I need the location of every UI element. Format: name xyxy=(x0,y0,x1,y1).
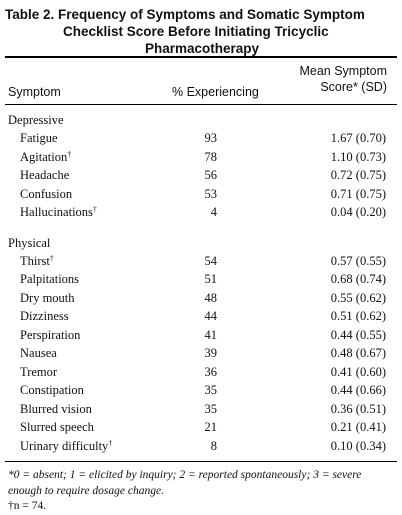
table-row: Hallucinations† 4 0.04 (0.20) xyxy=(5,203,397,222)
percent-cell: 51 xyxy=(204,272,218,286)
score-cell: 0.36 (0.51) xyxy=(330,401,386,416)
score-cell: 0.71 (0.75) xyxy=(330,186,386,201)
symptom-cell: Slurred speech xyxy=(20,420,94,434)
symptom-cell: Tremor xyxy=(20,364,58,379)
percent-cell: 35 xyxy=(204,401,218,416)
percent-cell: 44 xyxy=(204,309,218,323)
percent-cell: 78 xyxy=(204,149,218,164)
table-row: Nausea 39 0.48 (0.67) xyxy=(5,344,397,363)
percent-cell: 21 xyxy=(204,420,218,434)
symptom-cell: Nausea xyxy=(20,346,57,360)
table-title: Table 2. Frequency of Symptoms and Somat… xyxy=(5,0,397,56)
score-cell: 0.44 (0.66) xyxy=(330,383,386,397)
score-cell: 0.68 (0.74) xyxy=(330,272,386,286)
group-depressive: Depressive Fatigue 93 1.67 (0.70) Agitatio… xyxy=(5,111,397,222)
symptom-cell: Palpitations xyxy=(20,272,80,286)
score-cell: 1.67 (0.70) xyxy=(330,131,386,145)
table-row: Dizziness 44 0.51 (0.62) xyxy=(5,307,397,326)
column-header-percent: % Experiencing xyxy=(172,85,259,99)
percent-cell: 35 xyxy=(204,383,218,397)
footnotes: *0 = absent; 1 = elicited by inquiry; 2 … xyxy=(5,462,397,515)
percent-cell: 39 xyxy=(204,346,218,360)
percent-cell: 8 xyxy=(210,438,217,453)
header-rule xyxy=(5,104,397,105)
table-row: Constipation 35 0.44 (0.66) xyxy=(5,381,397,400)
score-cell: 0.51 (0.62) xyxy=(330,309,386,323)
group-spacer xyxy=(5,222,397,234)
table-row: Confusion 53 0.71 (0.75) xyxy=(5,185,397,204)
group-physical: Physical Thirst† 54 0.57 (0.55) Palpitatio… xyxy=(5,234,397,456)
percent-cell: 48 xyxy=(204,290,218,305)
column-header-mean-line-1: Mean Symptom xyxy=(299,64,387,78)
table-row: Slurred speech 21 0.21 (0.41) xyxy=(5,418,397,437)
percent-cell: 41 xyxy=(204,327,218,342)
symptom-cell: Constipation xyxy=(20,383,84,397)
score-cell: 0.48 (0.67) xyxy=(330,346,386,360)
score-cell: 0.21 (0.41) xyxy=(330,420,386,434)
score-cell: 1.10 (0.73) xyxy=(330,149,386,164)
percent-cell: 56 xyxy=(204,168,218,182)
footnote-star: *0 = absent; 1 = elicited by inquiry; 2 … xyxy=(8,469,362,497)
table-row: Dry mouth 48 0.55 (0.62) xyxy=(5,289,397,308)
symptom-cell: Dizziness xyxy=(20,309,69,323)
score-cell: 0.57 (0.55) xyxy=(330,253,386,268)
score-cell: 0.04 (0.20) xyxy=(330,205,386,219)
symptom-cell: Blurred vision xyxy=(20,401,92,416)
percent-cell: 93 xyxy=(204,131,218,145)
symptom-cell: Dry mouth xyxy=(20,290,75,305)
column-header-symptom: Symptom xyxy=(8,85,61,99)
top-rule xyxy=(5,56,397,58)
table-row: Fatigue 93 1.67 (0.70) xyxy=(5,129,397,148)
column-header-mean-score: Mean Symptom Score* (SD) xyxy=(299,63,387,95)
symptom-cell: Agitation† xyxy=(20,149,72,164)
score-cell: 0.10 (0.34) xyxy=(330,438,386,453)
percent-cell: 36 xyxy=(204,364,218,379)
bottom-rule xyxy=(5,461,397,462)
table-row: Thirst† 54 0.57 (0.55) xyxy=(5,252,397,271)
group-title: Physical xyxy=(8,235,51,250)
symptom-cell: Thirst† xyxy=(20,253,54,268)
table-title-line-2: Checklist Score Before Initiating Tricyc… xyxy=(63,24,329,39)
column-header-row: Symptom % Experiencing Mean Symptom Scor… xyxy=(5,58,397,104)
percent-cell: 4 xyxy=(210,205,217,219)
score-cell: 0.41 (0.60) xyxy=(330,364,386,379)
table-row: Urinary difficulty† 8 0.10 (0.34) xyxy=(5,437,397,456)
table-row: Perspiration 41 0.44 (0.55) xyxy=(5,326,397,345)
column-header-mean-line-2: Score* (SD) xyxy=(320,80,387,94)
table-body: Depressive Fatigue 93 1.67 (0.70) Agitatio… xyxy=(5,105,397,461)
table-row: Tremor 36 0.41 (0.60) xyxy=(5,363,397,382)
symptom-cell: Urinary difficulty† xyxy=(20,438,113,453)
percent-cell: 53 xyxy=(204,186,218,201)
table-document: Table 2. Frequency of Symptoms and Somat… xyxy=(5,0,397,512)
score-cell: 0.44 (0.55) xyxy=(330,327,386,342)
symptom-cell: Confusion xyxy=(20,186,73,201)
symptom-cell: Fatigue xyxy=(20,131,58,145)
table-row: Headache 56 0.72 (0.75) xyxy=(5,166,397,185)
table-row: Blurred vision 35 0.36 (0.51) xyxy=(5,400,397,419)
table-title-line-3: Pharmacotherapy xyxy=(145,41,260,56)
table-title-line-1: Table 2. Frequency of Symptoms and Somat… xyxy=(5,7,365,22)
table-row: Palpitations 51 0.68 (0.74) xyxy=(5,270,397,289)
symptom-cell: Perspiration xyxy=(20,327,81,342)
symptom-cell: Hallucinations† xyxy=(20,205,97,219)
table-row: Agitation† 78 1.10 (0.73) xyxy=(5,148,397,167)
score-cell: 0.72 (0.75) xyxy=(330,168,386,182)
score-cell: 0.55 (0.62) xyxy=(330,290,386,305)
footnote-dagger: †n = 74. xyxy=(8,500,47,512)
percent-cell: 54 xyxy=(204,253,218,268)
symptom-cell: Headache xyxy=(20,168,70,182)
group-title: Depressive xyxy=(8,113,64,127)
